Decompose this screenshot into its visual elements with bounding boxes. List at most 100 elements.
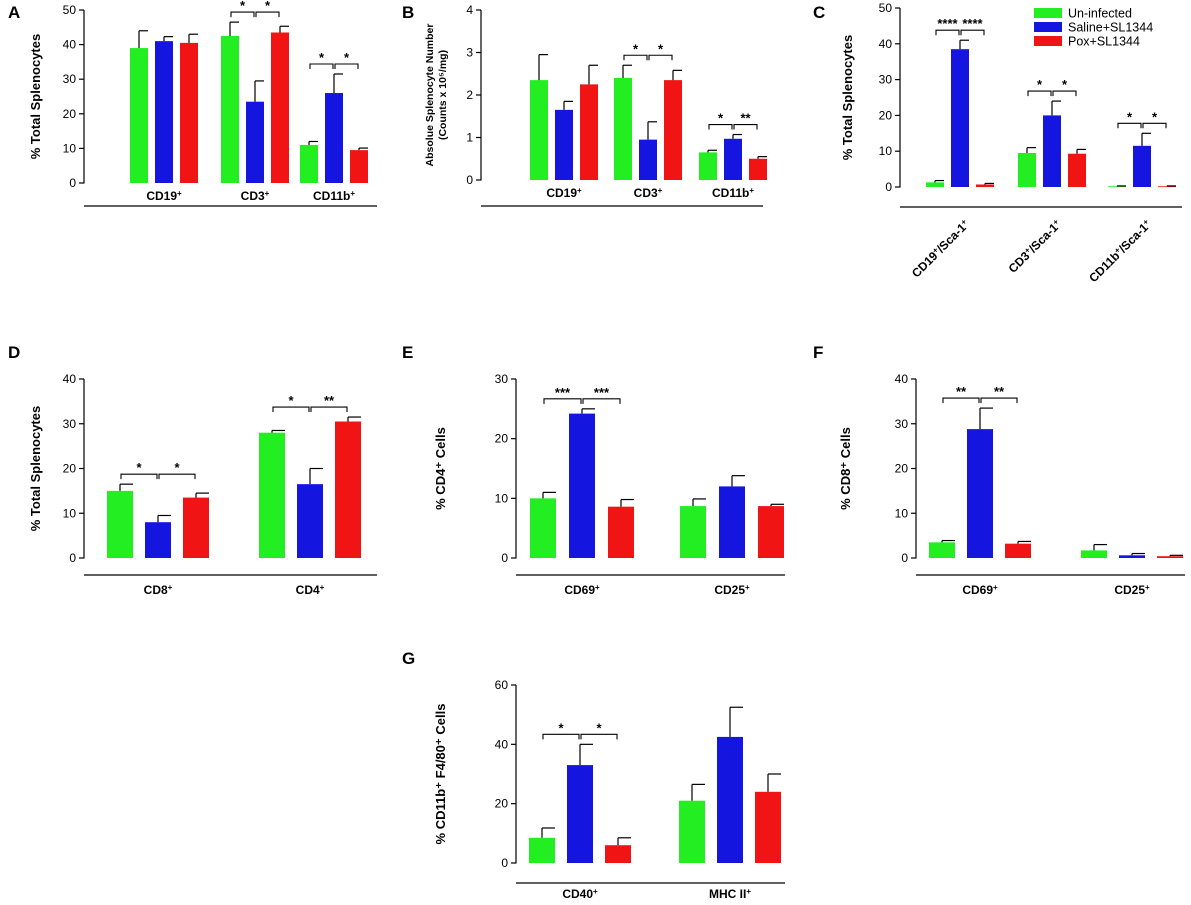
bar xyxy=(1005,543,1031,558)
bar xyxy=(567,765,593,863)
y-tick-label: 20 xyxy=(63,462,77,476)
significance-label: ** xyxy=(994,384,1005,399)
significance-bracket xyxy=(542,733,580,740)
significance-bracket xyxy=(960,29,985,36)
category-sup: + xyxy=(577,186,582,195)
y-tick-label: 0 xyxy=(69,176,76,190)
category-label: CD4+ xyxy=(296,583,325,598)
legend-swatch xyxy=(1034,22,1062,32)
y-tick-label: 10 xyxy=(63,141,77,155)
category-label: CD69+ xyxy=(564,583,600,598)
bar xyxy=(580,84,598,180)
category-sup: + xyxy=(959,217,969,227)
significance-label: * xyxy=(288,393,294,408)
panel-label: D xyxy=(8,343,20,362)
category-label: CD69+ xyxy=(962,583,998,598)
category-label: MHC II+ xyxy=(709,887,751,902)
significance-label: *** xyxy=(594,385,610,400)
y-tick-label: 50 xyxy=(63,3,77,17)
y-axis-title: % Total Splenocytes xyxy=(28,34,43,159)
y-tick-label: 20 xyxy=(495,797,509,811)
bar xyxy=(639,139,657,180)
significance-label: * xyxy=(1127,109,1133,124)
y-tick-label: 30 xyxy=(879,73,893,87)
bar xyxy=(155,41,173,183)
bar xyxy=(1133,145,1151,187)
y-tick-label: 40 xyxy=(63,372,77,386)
y-tick-label: 20 xyxy=(63,107,77,121)
bar xyxy=(608,506,634,558)
bar xyxy=(614,78,632,180)
y-axis-label: % CD11b⁺ F4/80⁺ Cells xyxy=(433,704,448,845)
bar xyxy=(664,80,682,180)
category-label: CD11b+ xyxy=(712,186,754,201)
y-tick-label: 2 xyxy=(466,88,473,102)
significance-bracket xyxy=(120,473,158,480)
bar xyxy=(929,542,955,558)
category-label: CD3+/Sca-1+ xyxy=(1005,217,1064,276)
category-sup: + xyxy=(593,887,598,896)
significance-bracket xyxy=(935,29,960,36)
bar xyxy=(605,845,631,863)
significance-label: ** xyxy=(956,384,967,399)
bar xyxy=(145,522,171,558)
bar xyxy=(183,497,209,558)
significance-bracket xyxy=(1052,90,1077,97)
category-name: CD11b xyxy=(712,186,749,200)
significance-bracket xyxy=(255,11,280,18)
panel-label: G xyxy=(402,649,415,668)
y-tick-label: 0 xyxy=(501,551,508,565)
bar xyxy=(107,490,133,558)
category-sup: + xyxy=(168,583,173,592)
y-tick-label: 10 xyxy=(879,144,893,158)
legend-swatch xyxy=(1034,8,1062,18)
y-tick-label: 40 xyxy=(63,38,77,52)
significance-label: ** xyxy=(740,111,751,126)
category-sup: + xyxy=(320,583,325,592)
bar xyxy=(325,93,343,183)
bar xyxy=(335,421,361,558)
bar xyxy=(926,182,944,187)
category-label: CD19+ xyxy=(146,189,182,204)
legend-label: Pox+SL1344 xyxy=(1068,35,1140,49)
y-axis-title: % Total Splenocytes xyxy=(28,406,43,531)
y-tick-label: 0 xyxy=(885,180,892,194)
y-tick-label: 30 xyxy=(63,72,77,86)
y-axis-label: Absolue Splenocyte Number xyxy=(424,24,436,167)
bar xyxy=(259,432,285,558)
category-name: CD25 xyxy=(1114,583,1145,597)
bar xyxy=(530,498,556,558)
significance-bracket xyxy=(708,123,733,130)
significance-label: * xyxy=(1062,77,1068,92)
significance-bracket xyxy=(158,473,196,480)
significance-bracket xyxy=(580,733,618,740)
bar xyxy=(1108,186,1126,188)
bar xyxy=(1068,153,1086,187)
y-tick-label: 20 xyxy=(895,462,909,476)
y-axis-title: % CD11b⁺ F4/80⁺ Cells xyxy=(433,704,448,845)
panel-label: A xyxy=(8,3,20,22)
category-name: CD69 xyxy=(564,583,595,597)
significance-label: * xyxy=(1037,77,1043,92)
category-sup: + xyxy=(595,583,600,592)
bar xyxy=(967,429,993,558)
y-axis-label: % Total Splenocytes xyxy=(28,406,43,531)
legend-label: Saline+SL1344 xyxy=(1068,21,1153,35)
bar xyxy=(300,144,318,183)
significance-label: * xyxy=(596,720,602,735)
category-name: CD3 xyxy=(634,186,658,200)
y-tick-label: 40 xyxy=(879,37,893,51)
category-sup: + xyxy=(1145,583,1150,592)
y-axis-title: Absolue Splenocyte Number (Counts x 10⁵/m… xyxy=(424,24,449,167)
y-tick-label: 3 xyxy=(466,46,473,60)
bar xyxy=(350,150,368,183)
significance-label: * xyxy=(319,50,325,65)
significance-label: * xyxy=(718,111,724,126)
category-name: CD11b xyxy=(313,189,350,203)
bar xyxy=(130,48,148,184)
bar xyxy=(530,80,548,180)
category-sup: + xyxy=(1022,245,1032,255)
category-name: CD19 xyxy=(146,189,177,203)
